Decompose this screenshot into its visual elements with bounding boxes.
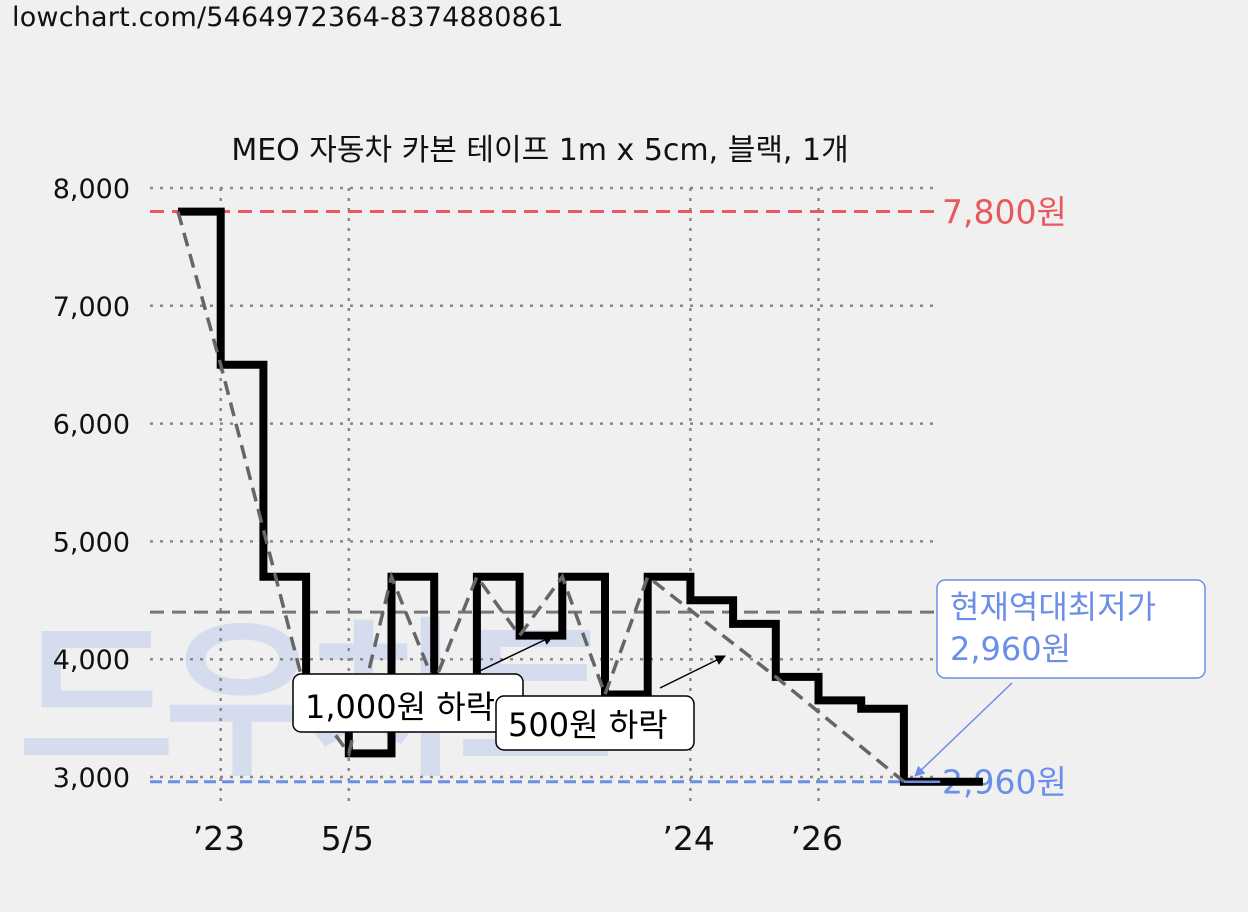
url-text: lowchart.com/5464972364-8374880861 <box>12 2 564 33</box>
reference-label-max: 7,800원 <box>942 193 1067 232</box>
annotation-text: 500원 하락 <box>508 706 668 744</box>
y-tick-label: 8,000 <box>53 174 130 205</box>
annotation-arrow <box>464 635 554 679</box>
x-tick-label: ’23 <box>193 819 245 858</box>
annotation-drop-500: 500원 하락 <box>495 655 726 751</box>
y-tick-label: 7,000 <box>53 292 130 323</box>
chart-title: MEO 자동차 카본 테이프 1m x 5cm, 블랙, 1개 <box>231 133 848 168</box>
lowest-price-callout: 현재역대최저가 2,960원 <box>914 579 1206 777</box>
y-tick-label: 4,000 <box>53 645 130 676</box>
x-tick-label: ’26 <box>791 819 843 858</box>
y-tick-label: 5,000 <box>53 527 130 558</box>
annotation-arrow <box>659 655 726 689</box>
y-tick-label: 3,000 <box>53 763 130 794</box>
callout-text-line: 2,960원 <box>950 630 1071 668</box>
x-tick-label: ’24 <box>662 819 714 858</box>
x-tick-label: 5/5 <box>321 819 374 858</box>
annotation-drop-1000: 1,000원 하락 <box>292 635 554 733</box>
callout-box <box>936 579 1206 679</box>
y-axis: 3,000 4,000 5,000 6,000 7,000 8,000 <box>53 174 130 794</box>
x-axis: ’23 5/5 ’24 ’26 <box>193 819 843 858</box>
annotations: 1,000원 하락 500원 하락 현재역대최저가 2,960원 <box>292 579 1206 777</box>
annotation-text: 1,000원 하락 <box>305 688 495 726</box>
callout-arrow <box>914 682 1013 777</box>
y-tick-label: 6,000 <box>53 410 130 441</box>
callout-text-line: 현재역대최저가 <box>950 588 1156 626</box>
annotation-box <box>495 695 695 751</box>
